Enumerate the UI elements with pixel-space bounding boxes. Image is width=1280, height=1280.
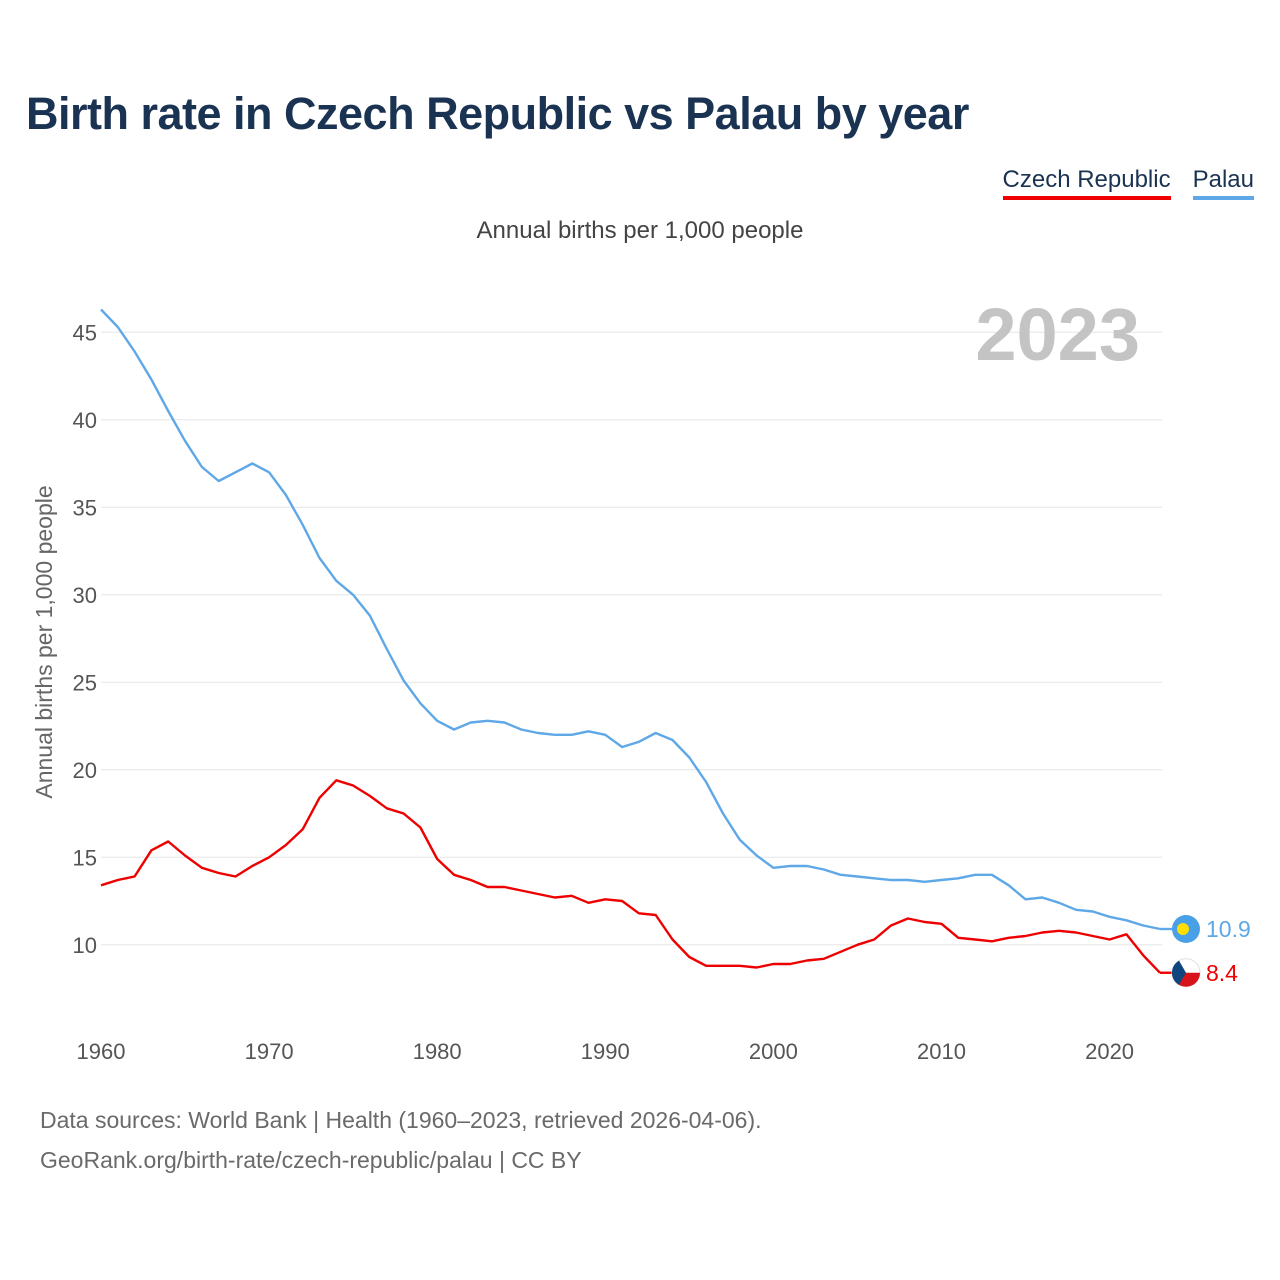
- x-tick-label: 2020: [1085, 1039, 1134, 1064]
- series-lines: [100, 308, 1161, 974]
- end-label-czech-republic: 8.4: [1206, 960, 1238, 986]
- flag-sun: [1177, 923, 1189, 935]
- y-tick-label: 30: [73, 583, 97, 608]
- chart-subtitle: Annual births per 1,000 people: [476, 217, 804, 244]
- chart-title: Birth rate in Czech Republic vs Palau by…: [26, 88, 969, 139]
- end-markers: 10.9 8.4: [1160, 915, 1251, 988]
- flag-icon-palau: [1172, 915, 1200, 943]
- flag-icon-czech-republic: [1171, 958, 1201, 988]
- x-tick-label: 1980: [413, 1039, 462, 1064]
- y-tick-label: 35: [73, 495, 97, 520]
- legend: Czech Republic Palau: [1002, 166, 1254, 200]
- x-tick-label: 1960: [77, 1039, 126, 1064]
- y-axis-label: Annual births per 1,000 people: [31, 485, 57, 798]
- y-tick-label: 40: [73, 408, 97, 433]
- end-label-palau: 10.9: [1206, 916, 1251, 942]
- x-axis-ticks: 1960 1970 1980 1990 2000 2010 2020: [77, 1039, 1135, 1064]
- x-tick-label: 2010: [917, 1039, 966, 1064]
- y-axis-ticks: 10 15 20 25 30 35 40 45: [73, 320, 97, 958]
- x-tick-label: 1990: [581, 1039, 630, 1064]
- series-line-palau: [100, 308, 1161, 931]
- footer-link[interactable]: GeoRank.org/birth-rate/czech-republic/pa…: [40, 1147, 582, 1173]
- series-line-czech-republic: [100, 779, 1161, 974]
- gridlines: [101, 331, 1162, 946]
- y-tick-label: 20: [73, 758, 97, 783]
- x-tick-label: 1970: [245, 1039, 294, 1064]
- y-tick-label: 15: [73, 845, 97, 870]
- x-tick-label: 2000: [749, 1039, 798, 1064]
- y-tick-label: 45: [73, 320, 97, 345]
- year-overlay: 2023: [975, 293, 1140, 376]
- y-tick-label: 25: [73, 670, 97, 695]
- legend-item-palau[interactable]: Palau: [1192, 166, 1254, 200]
- flag-blue: [1172, 960, 1186, 985]
- legend-item-czech-republic[interactable]: Czech Republic: [1002, 166, 1171, 200]
- y-tick-label: 10: [73, 933, 97, 958]
- footer-sources: Data sources: World Bank | Health (1960–…: [40, 1107, 762, 1133]
